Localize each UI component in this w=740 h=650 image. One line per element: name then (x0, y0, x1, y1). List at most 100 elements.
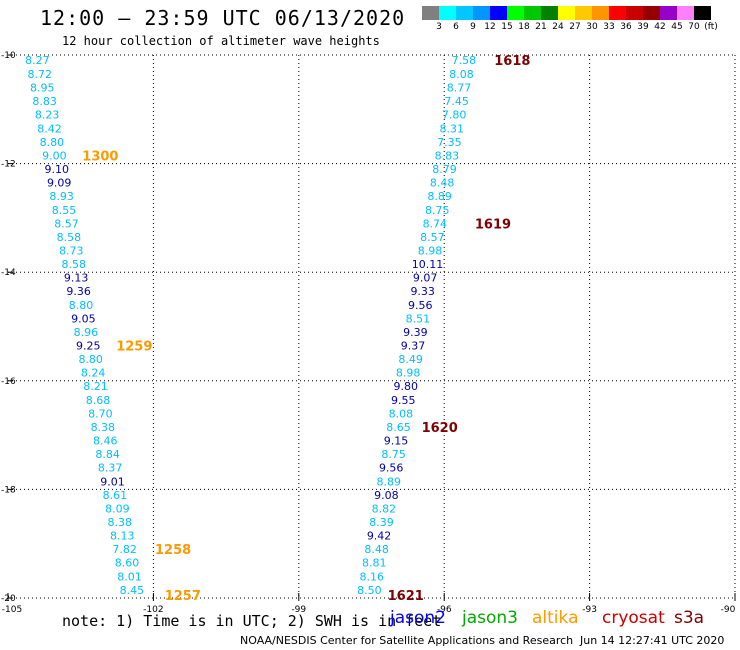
pass-time-label: 1257 (165, 589, 201, 604)
wave-height-value: 8.58 (61, 258, 86, 271)
wave-height-value: 8.72 (28, 68, 53, 81)
wave-height-value: 9.15 (384, 435, 409, 448)
wave-height-value: 8.48 (430, 177, 455, 190)
scale-swatch (626, 6, 643, 20)
wave-height-value: 8.83 (435, 149, 460, 162)
wave-height-value: 8.80 (69, 299, 94, 312)
wave-height-value: 8.96 (74, 326, 99, 339)
scale-label: 3 (436, 22, 442, 32)
lat-tick-label: -14 (1, 268, 16, 278)
wave-height-value: 8.98 (396, 367, 421, 380)
scale-swatch (694, 6, 711, 20)
wave-height-value: 9.09 (47, 177, 72, 190)
wave-height-value: 8.77 (447, 82, 472, 95)
wave-height-value: 9.42 (367, 530, 392, 543)
wave-height-value: 9.37 (401, 340, 426, 353)
pass-time-label: 1619 (475, 217, 511, 232)
lon-tick-label: -90 (721, 605, 736, 615)
scale-label: 42 (654, 22, 666, 32)
lon-tick-label: -96 (437, 605, 452, 615)
scale-swatch (422, 6, 439, 20)
wave-height-value: 8.38 (91, 421, 116, 434)
page-title: 12:00 – 23:59 UTC 06/13/2020 (40, 6, 406, 30)
wave-height-value: 9.01 (100, 475, 125, 488)
scale-unit: (ft) (704, 22, 718, 32)
scale-swatch (456, 6, 473, 20)
wave-height-value: 8.13 (110, 530, 135, 543)
wave-height-value: 8.21 (83, 380, 108, 393)
lon-tick-label: -99 (291, 605, 306, 615)
legend-altika: altika (532, 608, 579, 628)
wave-height-value: 9.25 (76, 340, 101, 353)
wave-height-value: 8.09 (105, 502, 130, 515)
lat-tick-label: -18 (1, 485, 16, 495)
wave-height-value: 8.16 (360, 570, 385, 583)
scale-swatch (558, 6, 575, 20)
wave-height-value: 9.33 (410, 285, 435, 298)
wave-height-value: 9.00 (42, 149, 67, 162)
wave-height-value: 8.01 (117, 570, 142, 583)
scale-label: 15 (501, 22, 513, 32)
wave-height-value: 8.73 (59, 244, 84, 257)
lat-tick-label: -16 (1, 377, 16, 387)
pass-time-label: 1259 (116, 340, 152, 355)
wave-height-value: 8.75 (381, 448, 406, 461)
lat-tick-label: -10 (1, 51, 16, 61)
wave-height-value: 8.45 (120, 584, 145, 597)
pass-time-label: 1620 (422, 421, 458, 436)
wave-height-value: 8.68 (86, 394, 111, 407)
wave-height-value: 8.49 (398, 353, 423, 366)
wave-height-value: 8.57 (54, 217, 79, 230)
wave-height-value: 8.24 (81, 367, 106, 380)
pass-time-label: 1618 (494, 54, 530, 69)
wave-height-value: 9.55 (391, 394, 416, 407)
wave-height-value: 8.65 (386, 421, 411, 434)
wave-height-value: 8.95 (30, 82, 55, 95)
wave-height-value: 8.89 (377, 475, 402, 488)
wave-height-value: 8.93 (49, 190, 74, 203)
wave-height-value: 9.56 (408, 299, 433, 312)
wave-height-value: 8.82 (372, 502, 397, 515)
wave-height-value: 8.74 (423, 217, 448, 230)
page-subtitle: 12 hour collection of altimeter wave hei… (62, 34, 380, 48)
legend-cryosat: cryosat (602, 608, 665, 628)
legend-s3a: s3a (674, 608, 705, 628)
lon-tick-label: -102 (143, 605, 163, 615)
wave-height-value: 9.07 (413, 272, 438, 285)
wave-height-value: 7.82 (112, 543, 137, 556)
wave-height-value: 8.75 (425, 204, 450, 217)
wave-height-value: 8.70 (88, 407, 113, 420)
scale-swatch (507, 6, 524, 20)
wave-height-value: 8.79 (432, 163, 457, 176)
wave-height-value: 8.57 (420, 231, 445, 244)
wave-height-value: 8.84 (95, 448, 120, 461)
wave-height-value: 9.39 (403, 326, 428, 339)
scale-swatch (524, 6, 541, 20)
scale-label: 70 (688, 22, 700, 32)
wave-height-value: 8.89 (427, 190, 452, 203)
credit-line: NOAA/NESDIS Center for Satellite Applica… (240, 634, 574, 647)
wave-height-value: 8.60 (115, 557, 140, 570)
scale-swatch (677, 6, 694, 20)
wave-height-value: 8.55 (52, 204, 77, 217)
lon-tick-label: -105 (2, 605, 22, 615)
wave-height-value: 8.23 (35, 109, 60, 122)
scale-label: 27 (569, 22, 581, 32)
pass-time-label: 1300 (82, 149, 118, 164)
scale-swatch (490, 6, 507, 20)
footnote: note: 1) Time is in UTC; 2) SWH is in fe… (62, 612, 442, 630)
wave-height-value: 9.13 (64, 272, 89, 285)
legend-jason2: jason2 (390, 608, 446, 628)
scale-label: 45 (671, 22, 683, 32)
scale-swatch (575, 6, 592, 20)
wave-height-value: 8.80 (40, 136, 65, 149)
legend-jason3: jason3 (462, 608, 518, 628)
pass-time-label: 1621 (388, 589, 424, 604)
scale-label: 30 (586, 22, 598, 32)
wave-height-value: 8.38 (108, 516, 133, 529)
scale-label: 12 (484, 22, 496, 32)
wave-height-value: 10.11 (412, 258, 444, 271)
generation-timestamp: Jun 14 12:27:41 UTC 2020 (580, 634, 725, 647)
wave-height-value: 7.58 (452, 54, 477, 67)
lat-tick-label: -20 (1, 594, 16, 604)
